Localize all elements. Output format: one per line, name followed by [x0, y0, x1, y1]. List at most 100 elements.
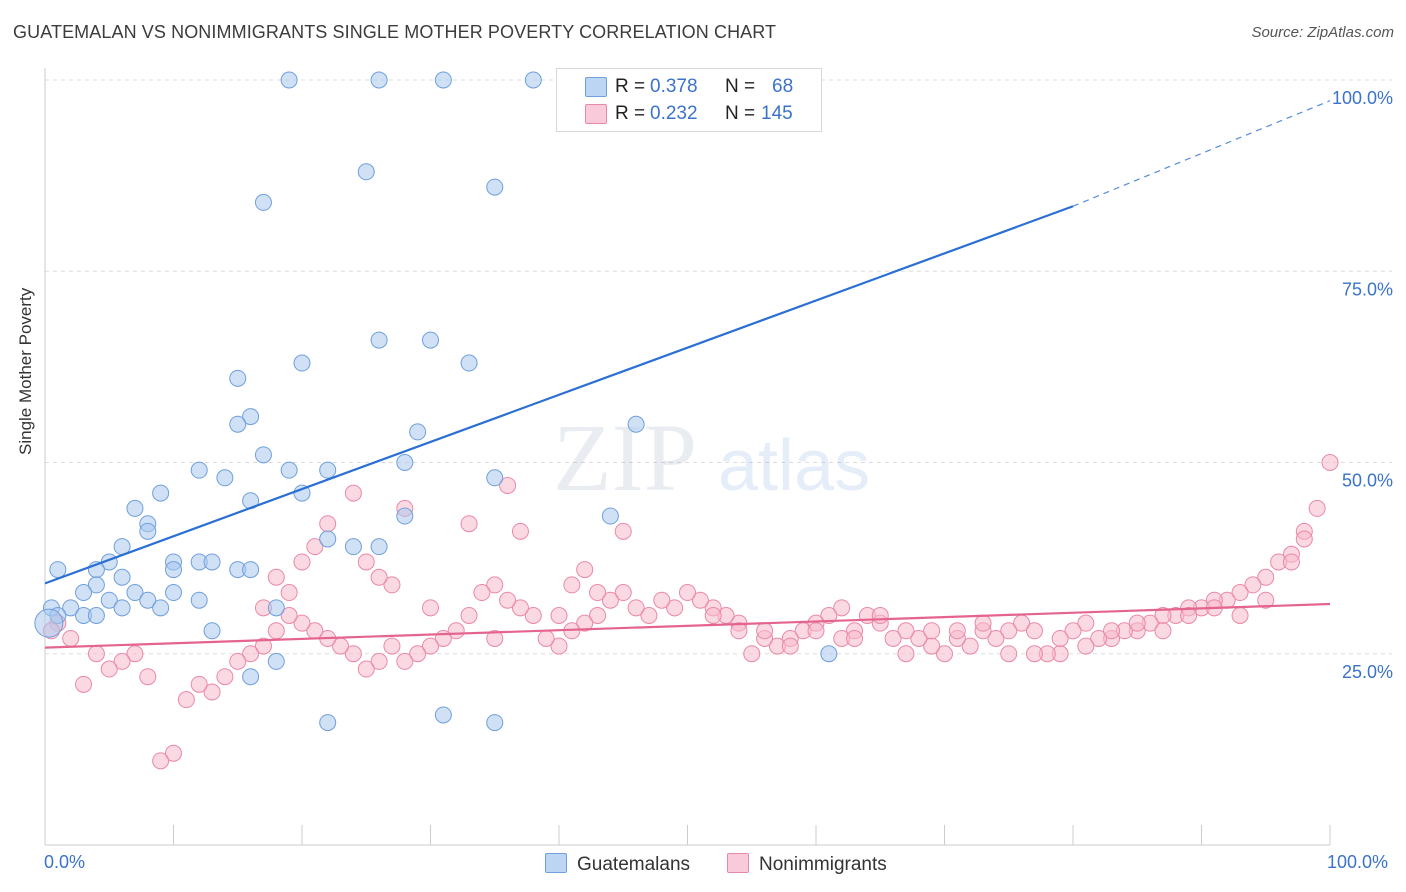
legend-r-value: 0.232 — [650, 103, 698, 124]
gridlines — [45, 79, 1392, 655]
nonimmigrant-point — [460, 607, 478, 624]
guatemalan-point — [254, 446, 272, 464]
nonimmigrant-point — [691, 591, 709, 609]
nonimmigrant-point — [242, 645, 260, 663]
nonimmigrant-point — [666, 599, 684, 617]
guatemalans-points — [34, 71, 838, 732]
nonimmigrant-point — [781, 637, 799, 655]
nonimmigrant-point — [473, 584, 491, 602]
nonimmigrant-point — [75, 675, 93, 693]
guatemalan-point — [396, 507, 414, 525]
nonimmigrant-point — [897, 622, 915, 640]
nonimmigrant-point — [1308, 499, 1326, 517]
nonimmigrant-point — [139, 668, 157, 686]
nonimmigrant-point — [1180, 607, 1198, 624]
guatemalan-point — [87, 607, 105, 624]
nonimmigrant-point — [756, 622, 774, 640]
nonimmigrant-point — [897, 645, 915, 663]
nonimmigrant-point — [974, 614, 992, 632]
nonimmigrant-point — [357, 660, 375, 678]
guatemalan-point — [820, 645, 838, 663]
guatemalan-point — [524, 71, 542, 89]
nonimmigrant-point — [280, 584, 298, 602]
nonimmigrant-point — [884, 629, 902, 647]
nonimmigrant-point — [344, 645, 362, 663]
guatemalan-point — [293, 354, 311, 372]
guatemalan-point — [126, 499, 144, 517]
legend-r-value: 0.378 — [650, 76, 698, 97]
nonimmigrant-point — [126, 645, 144, 663]
nonimmigrant-point — [1000, 645, 1018, 663]
guatemalan-point — [139, 522, 157, 540]
nonimmigrant-point — [1064, 622, 1082, 640]
guatemalan-point — [242, 408, 260, 426]
nonimmigrant-point — [357, 553, 375, 571]
legend-item-nonimmigrants[interactable]: Nonimmigrants — [727, 851, 887, 879]
nonimmigrant-point — [511, 599, 529, 617]
legend-n-value: 68 — [772, 76, 794, 97]
x-tick-label-max: 100.0% — [1327, 852, 1389, 872]
guatemalan-point — [113, 599, 131, 617]
nonimmigrant-point — [100, 660, 118, 678]
guatemalan-point — [601, 507, 619, 525]
nonimmigrant-point — [601, 591, 619, 609]
nonimmigrant-point — [486, 629, 504, 647]
legend-n-label: N = — [725, 103, 756, 124]
watermark-atlas: atlas — [718, 426, 870, 506]
guatemalan-point — [139, 591, 157, 609]
guatemalan-point — [152, 599, 170, 617]
nonimmigrant-point — [589, 607, 607, 624]
guatemalan-point — [62, 599, 80, 617]
nonimmigrant-point — [229, 652, 247, 670]
guatemalan-point — [242, 668, 260, 686]
nonimmigrant-point — [344, 484, 362, 502]
nonimmigrant-point — [1282, 553, 1300, 571]
guatemalan-point — [422, 331, 439, 349]
nonimmigrant-point — [1154, 622, 1172, 640]
nonimmigrant-point — [1025, 622, 1043, 640]
guatemalan-point — [319, 714, 337, 732]
guatemalan-point — [242, 561, 260, 579]
legend-item-guatemalans[interactable]: Guatemalans — [545, 851, 690, 879]
nonimmigrants-points — [42, 454, 1339, 770]
watermark: ZIP atlas — [553, 404, 870, 511]
guatemalan-point — [460, 354, 478, 372]
guatemalan-point — [49, 561, 67, 579]
guatemalan-point — [267, 652, 285, 670]
nonimmigrant-point — [216, 668, 234, 686]
nonimmigrant-point — [563, 576, 581, 594]
guatemalan-point — [229, 415, 247, 433]
nonimmigrant-point — [576, 561, 594, 579]
legend-r-label: R = — [615, 76, 646, 97]
nonimmigrant-point — [910, 629, 928, 647]
legend-label-nonimmigrants: Nonimmigrants — [759, 854, 887, 875]
nonimmigrant-point — [511, 522, 529, 540]
guatemalan-point — [190, 591, 208, 609]
guatemalan-point — [486, 178, 504, 196]
nonimmigrant-point — [422, 637, 439, 655]
nonimmigrant-point — [833, 599, 851, 617]
nonimmigrant-point — [936, 645, 953, 663]
legend-swatch-blue — [545, 853, 567, 873]
guatemalan-point — [254, 193, 272, 211]
nonimmigrant-point — [152, 752, 170, 770]
nonimmigrant-point — [383, 576, 401, 594]
nonimmigrant-point — [177, 691, 195, 709]
nonimmigrant-point — [62, 629, 80, 647]
nonimmigrant-point — [1103, 622, 1121, 640]
guatemalans-trend-line — [44, 205, 1074, 585]
chart-title: GUATEMALAN VS NONIMMIGRANTS SINGLE MOTHE… — [13, 22, 777, 42]
nonimmigrant-point — [1128, 614, 1146, 632]
nonimmigrant-point — [846, 629, 864, 647]
nonimmigrant-point — [1000, 622, 1018, 640]
nonimmigrant-point — [1231, 584, 1249, 602]
nonimmigrant-point — [704, 607, 722, 624]
nonimmigrant-point — [165, 744, 182, 762]
nonimmigrant-point — [550, 637, 568, 655]
legend-n-value: 145 — [761, 103, 793, 124]
nonimmigrant-point — [370, 568, 388, 586]
nonimmigrant-point — [524, 607, 542, 624]
axes — [44, 68, 1331, 846]
legend-swatch-blue — [585, 77, 607, 97]
nonimmigrant-point — [653, 591, 671, 609]
